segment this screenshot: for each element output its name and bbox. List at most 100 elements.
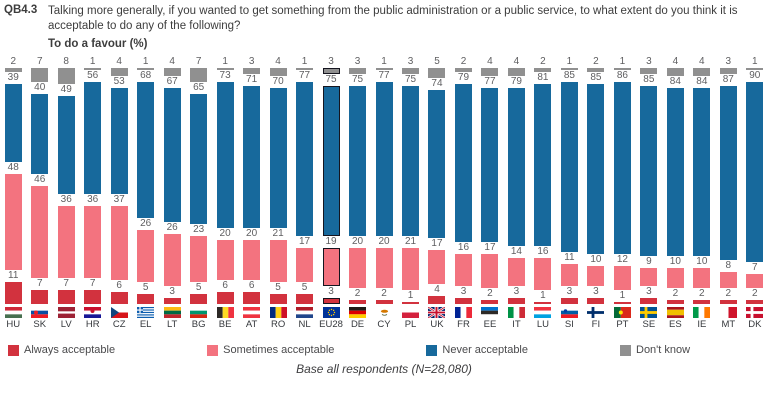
country-column-si: 1 85 11 3 SI — [556, 56, 582, 331]
lv-don-t-know-value: 8 — [63, 56, 69, 68]
lv-never-acceptable-value: 49 — [60, 84, 72, 96]
country-label-el: EL — [139, 319, 152, 331]
es-sometimes-acceptable-value: 10 — [669, 256, 681, 268]
at-don-t-know-bar — [243, 68, 261, 75]
country-column-lv: 8 49 36 7 LV — [53, 56, 79, 331]
ro-sometimes-acceptable-bar — [269, 240, 287, 283]
pl-never-acceptable-bar — [402, 86, 419, 237]
country-label-it: IT — [512, 319, 521, 331]
country-label-se: SE — [642, 319, 656, 331]
sk-don-t-know-value: 7 — [36, 56, 43, 68]
hu-don-t-know-bar — [4, 68, 22, 73]
cz-don-t-know-bar — [110, 68, 128, 77]
dk-sometimes-acceptable-value: 7 — [752, 262, 758, 274]
se-don-t-know-value: 3 — [646, 56, 652, 68]
mt-never-acceptable-value: 87 — [722, 74, 734, 86]
question-text: Talking more generally, if you wanted to… — [48, 5, 738, 33]
uk-never-acceptable-value: 74 — [431, 78, 443, 90]
lt-always-acceptable-value: 3 — [169, 286, 175, 298]
country-label-be: BE — [218, 319, 232, 331]
uk-never-acceptable-bar — [428, 90, 446, 239]
lu-don-t-know-value: 2 — [540, 56, 546, 68]
dk-never-acceptable-bar — [746, 82, 764, 263]
legend-item-never-acceptable: Never acceptable — [426, 344, 528, 356]
fi-always-acceptable-bar — [587, 298, 605, 305]
sk-always-acceptable-value: 7 — [36, 278, 43, 290]
uk-don-t-know-bar — [428, 68, 446, 79]
pl-always-acceptable-value: 1 — [407, 290, 414, 302]
nl-sometimes-acceptable-bar — [296, 248, 314, 283]
country-label-uk: UK — [430, 319, 444, 331]
country-column-nl: 1 77 17 5 NL — [291, 56, 317, 331]
flag-si-icon — [560, 307, 578, 319]
country-column-at: 3 71 20 6 AT — [238, 56, 264, 331]
it-don-t-know-value: 4 — [513, 56, 520, 68]
nl-always-acceptable-value: 5 — [301, 282, 308, 294]
country-column-se: 3 85 9 3 SE — [636, 56, 662, 331]
legend-swatch-don-t-know-icon — [620, 344, 631, 356]
legend-swatch-never-acceptable-icon — [426, 344, 438, 356]
ee-don-t-know-bar — [481, 68, 499, 77]
mt-always-acceptable-bar — [719, 300, 737, 305]
lu-never-acceptable-value: 81 — [537, 72, 549, 84]
de-sometimes-acceptable-value: 20 — [351, 236, 364, 248]
hr-sometimes-acceptable-bar — [84, 206, 102, 279]
pt-don-t-know-bar — [613, 68, 631, 71]
eu28-don-t-know-value: 3 — [328, 56, 334, 68]
lt-always-acceptable-bar — [163, 298, 181, 305]
country-column-sk: 7 40 46 7 SK — [26, 56, 52, 331]
country-column-it: 4 79 14 3 IT — [503, 56, 529, 331]
country-label-ro: RO — [270, 319, 286, 331]
ie-don-t-know-value: 4 — [699, 56, 705, 68]
ie-always-acceptable-bar — [693, 300, 711, 305]
flag-nl-icon — [296, 307, 314, 319]
dk-always-acceptable-bar — [746, 300, 764, 305]
country-column-eu28: 3 75 19 3 EU28 — [318, 56, 344, 331]
lv-never-acceptable-bar — [57, 96, 75, 195]
country-column-pl: 3 75 21 1 PL — [397, 56, 423, 331]
hr-never-acceptable-value: 56 — [87, 70, 99, 82]
bg-never-acceptable-value: 65 — [193, 82, 205, 94]
lt-never-acceptable-bar — [163, 88, 181, 223]
se-never-acceptable-bar — [640, 86, 658, 257]
hr-never-acceptable-bar — [84, 82, 102, 195]
at-don-t-know-value: 3 — [248, 56, 255, 68]
country-label-cy: CY — [377, 319, 391, 331]
country-column-fi: 2 85 10 3 FI — [583, 56, 609, 331]
ee-always-acceptable-bar — [481, 300, 499, 305]
hu-sometimes-acceptable-bar — [4, 174, 22, 271]
country-label-sk: SK — [33, 319, 47, 331]
lv-sometimes-acceptable-bar — [57, 206, 75, 279]
at-sometimes-acceptable-bar — [243, 240, 261, 281]
cz-always-acceptable-value: 6 — [116, 280, 122, 292]
fr-never-acceptable-bar — [454, 84, 472, 243]
ee-sometimes-acceptable-bar — [481, 254, 499, 289]
ie-sometimes-acceptable-bar — [693, 268, 711, 289]
flag-ee-icon — [481, 307, 499, 319]
fi-always-acceptable-value: 3 — [593, 286, 599, 298]
country-label-ie: IE — [697, 319, 707, 331]
nl-don-t-know-value: 1 — [301, 56, 308, 68]
be-sometimes-acceptable-value: 20 — [219, 228, 231, 240]
cz-don-t-know-value: 4 — [116, 56, 122, 68]
be-never-acceptable-value: 73 — [219, 70, 231, 82]
cy-don-t-know-bar — [375, 68, 393, 71]
lv-sometimes-acceptable-value: 36 — [60, 194, 72, 206]
country-label-pt: PT — [616, 319, 629, 331]
el-never-acceptable-bar — [137, 82, 155, 219]
bg-don-t-know-value: 7 — [195, 56, 202, 68]
bg-sometimes-acceptable-bar — [190, 236, 208, 283]
legend-item-sometimes-acceptable: Sometimes acceptable — [207, 344, 334, 356]
si-never-acceptable-value: 85 — [563, 70, 575, 82]
cy-never-acceptable-value: 77 — [378, 70, 390, 82]
fr-always-acceptable-value: 3 — [460, 286, 467, 298]
chart-legend: Always acceptable Sometimes acceptable Nev… — [8, 344, 768, 356]
country-column-uk: 5 74 17 4 UK — [424, 56, 450, 331]
flag-es-icon — [666, 307, 684, 319]
country-label-lu: LU — [536, 319, 549, 331]
es-always-acceptable-value: 2 — [672, 288, 679, 300]
fr-don-t-know-bar — [454, 68, 472, 73]
dk-don-t-know-bar — [746, 68, 764, 71]
eu28-don-t-know-bar — [322, 68, 340, 75]
legend-item-always-acceptable: Always acceptable — [8, 344, 115, 356]
